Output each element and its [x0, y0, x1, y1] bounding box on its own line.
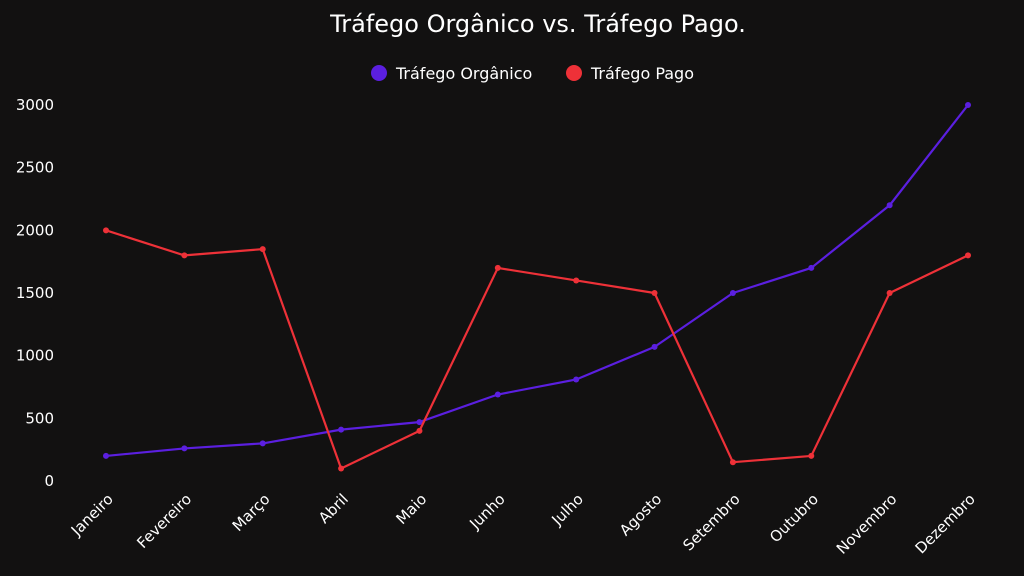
series-0 — [103, 102, 971, 459]
x-tick-label: Abril — [315, 490, 352, 527]
x-tick-label: Agosto — [616, 490, 665, 539]
x-tick-label: Julho — [548, 490, 587, 529]
series-1 — [103, 227, 971, 472]
y-tick-label: 3000 — [16, 96, 54, 114]
data-point[interactable] — [259, 440, 266, 447]
x-tick-label: Novembro — [833, 490, 901, 558]
y-tick-label: 2000 — [16, 221, 54, 239]
x-tick-label: Março — [229, 490, 274, 535]
data-point[interactable] — [416, 427, 423, 434]
data-point[interactable] — [103, 452, 109, 459]
data-point[interactable] — [573, 277, 580, 284]
legend-marker-pago — [566, 65, 582, 81]
data-point[interactable] — [651, 343, 658, 350]
x-axis: Janeiro Fevereiro Março Abril Maio Junho Julho… — [67, 490, 979, 558]
data-point[interactable] — [181, 252, 188, 259]
data-point[interactable] — [416, 419, 423, 426]
x-tick-label: Fevereiro — [133, 490, 195, 552]
data-point[interactable] — [886, 202, 893, 209]
data-point[interactable] — [338, 465, 345, 472]
data-point[interactable] — [103, 227, 109, 234]
data-point[interactable] — [573, 376, 580, 383]
data-point[interactable] — [808, 452, 815, 459]
x-tick-label: Junho — [465, 490, 508, 533]
data-point[interactable] — [259, 246, 266, 253]
x-tick-label: Outubro — [766, 490, 822, 546]
y-tick-label: 2500 — [16, 159, 54, 177]
x-tick-label: Maio — [392, 490, 430, 528]
series-line — [105, 229, 969, 470]
legend: Tráfego Orgânico Tráfego Pago — [371, 64, 694, 83]
legend-item-organico[interactable]: Tráfego Orgânico — [371, 64, 532, 83]
y-axis: 0 500 1000 1500 2000 2500 3000 — [16, 96, 54, 490]
data-point[interactable] — [886, 290, 893, 296]
legend-label-organico: Tráfego Orgânico — [395, 64, 532, 83]
data-point[interactable] — [729, 290, 736, 296]
data-point[interactable] — [808, 264, 815, 271]
data-point[interactable] — [729, 459, 736, 466]
series-layer — [103, 102, 971, 472]
y-tick-label: 500 — [25, 409, 54, 427]
data-point[interactable] — [338, 426, 345, 433]
x-tick-label: Setembro — [679, 490, 743, 554]
data-point[interactable] — [181, 445, 188, 452]
series-line — [105, 104, 969, 458]
data-point[interactable] — [494, 391, 501, 398]
chart-title: Tráfego Orgânico vs. Tráfego Pago. — [329, 10, 746, 38]
x-tick-label: Janeiro — [67, 490, 117, 540]
legend-item-pago[interactable]: Tráfego Pago — [566, 64, 694, 83]
y-tick-label: 1500 — [16, 284, 54, 302]
data-point[interactable] — [965, 102, 971, 108]
x-tick-label: Dezembro — [912, 490, 979, 557]
data-point[interactable] — [494, 264, 501, 271]
y-tick-label: 0 — [44, 472, 54, 490]
data-point[interactable] — [651, 290, 658, 296]
legend-marker-organico — [371, 65, 387, 81]
data-point[interactable] — [965, 252, 971, 259]
legend-label-pago: Tráfego Pago — [590, 64, 694, 83]
y-tick-label: 1000 — [16, 347, 54, 365]
